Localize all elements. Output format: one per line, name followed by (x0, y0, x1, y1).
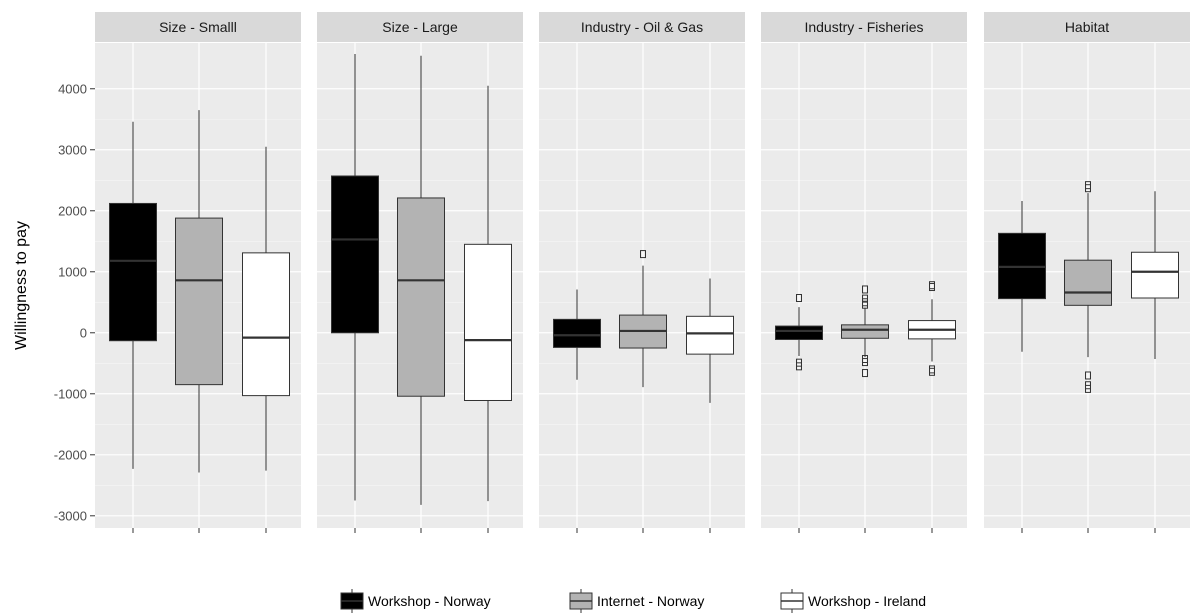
box-internet-norway (619, 250, 667, 388)
facet-panel: Size - Smalll (95, 12, 301, 533)
outlier-point (796, 294, 802, 303)
box-workshop-norway (998, 201, 1046, 352)
box-internet-norway (841, 285, 889, 378)
facet-strip (539, 12, 745, 42)
box-workshop-norway (553, 289, 601, 380)
box-body (331, 175, 379, 334)
box-workshop-ireland (908, 281, 956, 376)
outlier-point (1085, 384, 1091, 393)
box-internet-norway (397, 55, 445, 505)
facet-strip (317, 12, 523, 42)
box-body (841, 324, 889, 339)
box-body (775, 325, 823, 340)
y-tick-label: -1000 (54, 386, 87, 401)
facet-panel: Habitat (984, 12, 1190, 533)
facet-strip (95, 12, 301, 42)
box-workshop-ireland (1131, 191, 1179, 360)
facet-strip (761, 12, 967, 42)
box-body (686, 315, 734, 355)
legend-label: Internet - Norway (597, 593, 704, 609)
box-workshop-ireland (242, 146, 290, 471)
legend-item: Internet - Norway (569, 589, 704, 613)
y-axis-title: Willingness to pay (13, 221, 30, 350)
outlier-point (862, 300, 868, 309)
y-tick-label: 1000 (58, 264, 87, 279)
outlier-point (862, 358, 868, 367)
box-body (109, 202, 157, 342)
outlier-point (862, 369, 868, 378)
panel-background (539, 43, 745, 528)
facet-panel: Industry - Fisheries (761, 12, 967, 533)
box-workshop-norway (775, 294, 823, 371)
legend-label: Workshop - Norway (368, 593, 491, 609)
box-body (242, 252, 290, 397)
y-tick-label: -3000 (54, 508, 87, 523)
box-workshop-norway (331, 53, 379, 501)
facet-strip (984, 12, 1190, 42)
box-body (175, 217, 223, 386)
outlier-point (796, 362, 802, 371)
outlier-point (929, 283, 935, 292)
box-internet-norway (175, 110, 223, 473)
box-workshop-norway (109, 121, 157, 469)
box-internet-norway (1064, 181, 1112, 393)
box-body (1064, 259, 1112, 306)
facet-title: Size - Smalll (159, 19, 237, 35)
legend-item: Workshop - Norway (340, 589, 491, 613)
y-tick-label: 2000 (58, 203, 87, 218)
y-tick-label: 3000 (58, 142, 87, 157)
box-body (397, 197, 445, 397)
facet-title: Size - Large (382, 19, 458, 35)
legend-label: Workshop - Ireland (808, 593, 926, 609)
outlier-point (862, 285, 868, 294)
facet-title: Industry - Fisheries (804, 19, 923, 35)
legend-item: Workshop - Ireland (780, 589, 926, 613)
outlier-point (1085, 371, 1091, 380)
box-body (553, 318, 601, 348)
y-tick-label: -2000 (54, 447, 87, 462)
box-workshop-ireland (464, 85, 512, 502)
facet-title: Industry - Oil & Gas (581, 19, 703, 35)
outlier-point (929, 367, 935, 376)
y-tick-label: 0 (80, 325, 87, 340)
facet-title: Habitat (1065, 19, 1109, 35)
box-body (1131, 251, 1179, 299)
outlier-point (640, 250, 646, 259)
box-workshop-ireland (686, 278, 734, 403)
facet-panel: Size - Large (317, 12, 523, 533)
outlier-point (1085, 184, 1091, 193)
facet-panel: Industry - Oil & Gas (539, 12, 745, 533)
y-tick-label: 4000 (58, 81, 87, 96)
box-body (464, 243, 512, 401)
